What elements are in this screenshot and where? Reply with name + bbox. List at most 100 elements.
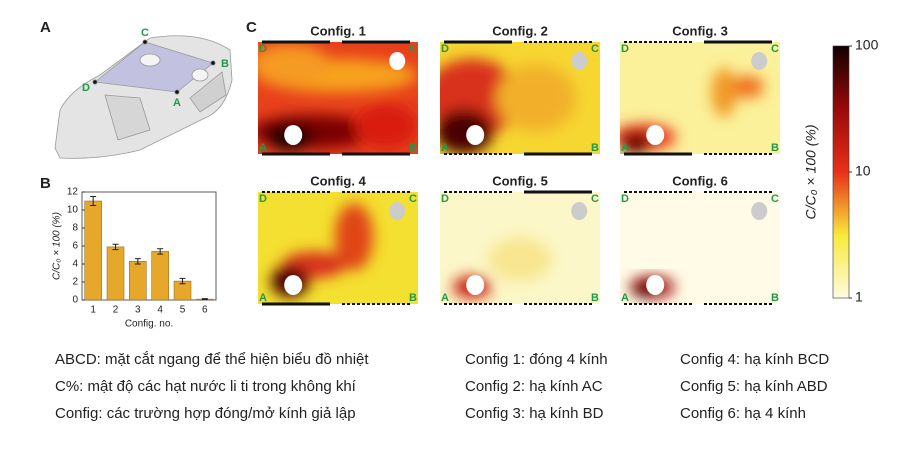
point-label: D xyxy=(82,82,90,94)
corner-label: D xyxy=(621,43,629,55)
corner-label: A xyxy=(441,142,449,154)
corner-label: A xyxy=(621,292,629,304)
heatmap: Config. 5 D C A B xyxy=(440,173,600,305)
heatmap-title: Config. 1 xyxy=(310,23,366,38)
corner-label: B xyxy=(591,292,599,304)
bar xyxy=(151,251,169,301)
occupant xyxy=(751,52,768,71)
colorbar-tick-label: 1 xyxy=(855,289,863,305)
occupant xyxy=(646,124,665,145)
error-bar xyxy=(112,243,119,251)
occupant xyxy=(284,274,303,295)
point-label: A xyxy=(173,97,181,109)
heatmap-title: Config. 4 xyxy=(310,173,366,188)
occupant xyxy=(389,52,406,71)
corner-label: B xyxy=(409,292,417,304)
corner-label: D xyxy=(441,193,449,205)
corner-label: A xyxy=(441,292,449,304)
occupant xyxy=(646,274,665,295)
x-tick-label: 2 xyxy=(113,305,119,316)
heatmap: Config. 4 D C A B xyxy=(258,173,418,306)
occupant xyxy=(284,124,303,145)
x-tick-label: 5 xyxy=(180,305,186,316)
legend-text: ABCD: mặt cắt ngang để thể hiện biểu đồ … xyxy=(55,351,369,368)
x-tick-label: 6 xyxy=(202,305,208,316)
heatmap-blob xyxy=(732,75,764,99)
heatmap-field xyxy=(620,192,780,304)
x-tick-label: 4 xyxy=(157,305,163,316)
occupant xyxy=(751,202,768,221)
heatmap-blob xyxy=(488,236,552,282)
heatmap-blob xyxy=(258,44,330,85)
x-tick-label: 3 xyxy=(135,305,141,316)
y-tick-label: 6 xyxy=(72,241,78,252)
error-bar xyxy=(201,298,208,301)
point-label: C xyxy=(141,27,149,39)
bar xyxy=(129,261,147,301)
heatmap-field xyxy=(440,42,600,154)
legend-text: C%: mật độ các hạt nước li ti trong khôn… xyxy=(55,378,357,395)
heatmap-field xyxy=(440,192,600,304)
corner-label: A xyxy=(259,142,267,154)
heatmap-field xyxy=(258,42,418,154)
corner-label: C xyxy=(591,193,599,205)
point-label: B xyxy=(221,58,229,70)
error-bar xyxy=(157,248,164,255)
panel-label: C xyxy=(246,19,257,36)
occupant xyxy=(389,202,406,221)
heatmap-blob xyxy=(620,131,652,154)
heatmap-blobs xyxy=(270,203,374,298)
panel-label: A xyxy=(40,19,51,36)
y-tick-label: 10 xyxy=(67,205,79,216)
occupant xyxy=(571,202,588,221)
bar xyxy=(84,200,102,301)
heatmap-blob xyxy=(334,203,374,271)
occupant xyxy=(466,274,485,295)
legend-text: Config: các trường hợp đóng/mở kính giả … xyxy=(55,405,356,422)
corner-label: B xyxy=(409,142,417,154)
heatmap-blob xyxy=(711,67,737,118)
heatmap-title: Config. 5 xyxy=(492,173,548,188)
corner-label: D xyxy=(441,43,449,55)
corner-label: D xyxy=(621,193,629,205)
corner-label: A xyxy=(259,292,267,304)
heatmap-title: Config. 3 xyxy=(672,23,728,38)
corner-label: D xyxy=(259,43,267,55)
x-axis-label: Config. no. xyxy=(125,319,173,330)
colorbar-tick-label: 100 xyxy=(855,37,879,53)
corner-label: D xyxy=(259,193,267,205)
heatmap: Config. 2 D C A B xyxy=(440,23,600,156)
legend-text: Config 3: hạ kính BD xyxy=(465,405,604,422)
heatmap-blob xyxy=(354,103,418,149)
corner-label: B xyxy=(771,142,779,154)
corner-label: C xyxy=(771,43,779,55)
y-tick-label: 8 xyxy=(72,223,78,234)
y-axis-label: C/C₀ × 100 (%) xyxy=(52,212,63,280)
colorbar xyxy=(832,45,850,299)
heatmap-blob xyxy=(496,64,576,132)
corner-label: C xyxy=(409,193,417,205)
y-tick-label: 2 xyxy=(72,277,78,288)
heatmap: Config. 1 D C A B xyxy=(258,23,418,156)
heatmap-title: Config. 6 xyxy=(672,173,728,188)
legend-text: Config 1: đóng 4 kính xyxy=(465,351,608,368)
panel-label: B xyxy=(40,175,51,192)
occupant xyxy=(466,124,485,145)
colorbar-tick-label: 10 xyxy=(855,163,871,179)
error-bar xyxy=(179,277,186,285)
heatmap-blobs xyxy=(258,44,418,151)
y-tick-label: 4 xyxy=(72,259,78,270)
corner-label: C xyxy=(409,43,417,55)
heatmap-field xyxy=(620,42,780,154)
error-bar xyxy=(134,258,141,265)
corner-label: A xyxy=(621,142,629,154)
corner-label: B xyxy=(591,142,599,154)
heatmap-title: Config. 2 xyxy=(492,23,548,38)
corner-label: C xyxy=(591,43,599,55)
heatmap: Config. 3 D C A B xyxy=(620,23,780,156)
car-sketch xyxy=(54,35,233,159)
occupant xyxy=(571,52,588,71)
y-tick-label: 0 xyxy=(72,295,78,306)
y-tick-label: 12 xyxy=(67,187,79,198)
